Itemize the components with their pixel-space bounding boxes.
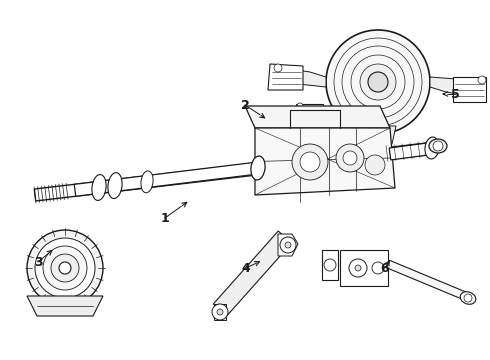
Circle shape xyxy=(43,246,87,290)
Circle shape xyxy=(478,76,486,84)
Polygon shape xyxy=(27,296,103,316)
Circle shape xyxy=(368,72,388,92)
Polygon shape xyxy=(245,106,390,128)
Ellipse shape xyxy=(108,173,122,198)
Circle shape xyxy=(349,259,367,277)
Circle shape xyxy=(355,265,361,271)
Polygon shape xyxy=(273,68,326,87)
Polygon shape xyxy=(214,304,226,320)
Polygon shape xyxy=(322,250,338,280)
Ellipse shape xyxy=(429,139,447,153)
Circle shape xyxy=(326,30,430,134)
Circle shape xyxy=(51,254,79,282)
Polygon shape xyxy=(296,104,323,132)
Circle shape xyxy=(365,155,385,175)
Text: 4: 4 xyxy=(242,261,250,274)
Polygon shape xyxy=(430,77,478,96)
Polygon shape xyxy=(74,162,259,196)
Polygon shape xyxy=(387,260,466,300)
Circle shape xyxy=(59,262,71,274)
Circle shape xyxy=(300,152,320,172)
Circle shape xyxy=(292,144,328,180)
Circle shape xyxy=(27,230,103,306)
Circle shape xyxy=(360,64,396,100)
Polygon shape xyxy=(298,110,348,130)
Ellipse shape xyxy=(251,156,265,180)
Polygon shape xyxy=(34,142,436,201)
Circle shape xyxy=(297,103,303,109)
Circle shape xyxy=(372,262,384,274)
Circle shape xyxy=(336,144,364,172)
Polygon shape xyxy=(278,234,298,256)
Circle shape xyxy=(334,38,422,126)
Polygon shape xyxy=(268,64,303,90)
Circle shape xyxy=(267,108,277,118)
Circle shape xyxy=(351,55,405,109)
Circle shape xyxy=(342,46,414,118)
Circle shape xyxy=(274,64,282,72)
Text: 1: 1 xyxy=(161,212,170,225)
Text: 3: 3 xyxy=(34,256,42,269)
Polygon shape xyxy=(453,77,486,102)
Polygon shape xyxy=(266,108,278,118)
Circle shape xyxy=(324,259,336,271)
Ellipse shape xyxy=(460,292,476,304)
Polygon shape xyxy=(340,250,388,286)
Circle shape xyxy=(280,237,296,253)
Circle shape xyxy=(464,294,472,302)
Text: 6: 6 xyxy=(381,261,390,274)
Polygon shape xyxy=(389,142,436,160)
Ellipse shape xyxy=(92,175,106,201)
Text: 5: 5 xyxy=(451,87,459,100)
Circle shape xyxy=(285,242,291,248)
Polygon shape xyxy=(360,126,396,144)
Circle shape xyxy=(217,309,223,315)
Circle shape xyxy=(433,141,443,151)
Polygon shape xyxy=(372,142,384,154)
Ellipse shape xyxy=(141,171,153,193)
Circle shape xyxy=(343,151,357,165)
Circle shape xyxy=(35,238,95,298)
Polygon shape xyxy=(255,128,395,195)
Polygon shape xyxy=(213,231,292,316)
Text: 2: 2 xyxy=(241,99,249,112)
Circle shape xyxy=(212,304,228,320)
Ellipse shape xyxy=(425,137,439,159)
